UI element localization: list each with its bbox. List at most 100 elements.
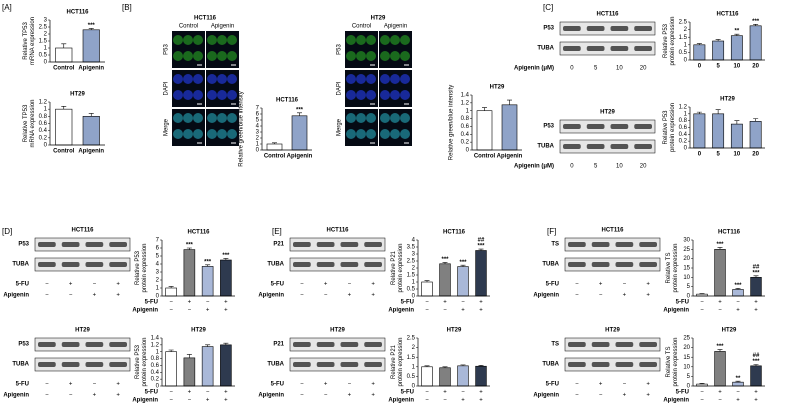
y-tick-label: 1 [684, 42, 688, 48]
y-tick-label: 5 [687, 284, 691, 290]
y-tick-label: 5 [256, 118, 260, 124]
cell [380, 90, 390, 100]
cell [183, 90, 193, 100]
error-bar [734, 120, 740, 125]
y-tick-label: 5 [156, 254, 160, 260]
error-bar [717, 247, 723, 250]
blot-row-label: TUBA [267, 262, 284, 268]
significance: *** [752, 359, 760, 365]
y-axis-label: Relative TS [666, 347, 672, 378]
blot-strip [564, 257, 661, 272]
treatment-mark: + [754, 398, 758, 404]
condition-mark: 5 [594, 164, 598, 170]
cell [356, 113, 366, 123]
condition-mark: − [45, 393, 49, 399]
cell [400, 51, 410, 61]
y-tick-label: 1.4 [461, 93, 470, 99]
condition-mark: + [93, 393, 97, 399]
condition-label: Apigenin [3, 293, 29, 299]
y-tick-label: 2 [684, 27, 688, 33]
y-tick-label: 2.5 [679, 20, 688, 26]
condition-mark: − [69, 393, 73, 399]
condition-mark: + [599, 382, 603, 388]
y-tick-label: 0 [687, 384, 691, 390]
y-tick-label: 1 [412, 364, 416, 370]
bar [457, 266, 469, 297]
blot-row-label: P21 [273, 242, 284, 248]
blot-title: HT29 [75, 328, 90, 334]
condition-mark: − [300, 282, 304, 288]
condition-label: 5-FU [271, 382, 284, 388]
blot-band [586, 144, 605, 149]
cell [390, 51, 400, 61]
blot-row-label: TUBA [537, 144, 554, 150]
treatment-mark: + [718, 390, 722, 396]
condition-mark: 0 [570, 164, 574, 170]
treatment-mark: − [443, 308, 447, 314]
y-tick-label: 10 [683, 364, 690, 370]
condition-label: Apigenin (μM) [514, 164, 554, 170]
bar [476, 110, 493, 151]
y-tick-label: 0.6 [39, 121, 48, 127]
condition-label: Apigenin (μM) [514, 66, 554, 72]
panel-label: [C] [543, 3, 553, 12]
bar [439, 263, 451, 297]
error-bar [223, 258, 229, 260]
y-tick-label: 1 [44, 46, 48, 52]
row-label: DAPI [164, 81, 170, 95]
cell [366, 113, 376, 123]
x-tick-label: 10 [734, 64, 741, 70]
condition-mark: + [324, 382, 328, 388]
condition-label: Apigenin [258, 393, 284, 399]
y-axis-label: protein expression [398, 243, 404, 292]
y-axis-label: Relative green/blue intensity [449, 85, 455, 160]
y-axis-label: Relative TP53 [23, 22, 29, 60]
treatment-mark: − [425, 390, 429, 396]
chart-title: HT29 [490, 85, 505, 91]
treatment-label: Apigenin [132, 398, 158, 404]
row-label: DAPI [337, 81, 343, 95]
blot-title: HT29 [330, 328, 345, 334]
cell [346, 74, 356, 84]
row-label: Merge [337, 118, 343, 136]
blot-band [85, 362, 104, 367]
y-axis-label: Relative TS [666, 253, 672, 284]
error-bar [717, 349, 723, 352]
condition-mark: + [348, 393, 352, 399]
cell [390, 129, 400, 139]
condition-mark: 5 [594, 66, 598, 72]
error-bar [735, 288, 741, 290]
bar [291, 115, 308, 151]
cell [400, 90, 410, 100]
y-tick-label: 20 [683, 345, 690, 351]
y-tick-label: 25 [683, 336, 690, 342]
cell [173, 129, 183, 139]
axis [692, 240, 765, 297]
blot-band [634, 144, 652, 149]
blot-band [591, 262, 610, 267]
treatment-mark: + [443, 300, 447, 306]
cell [193, 129, 203, 139]
y-tick-label: 1.2 [461, 100, 470, 106]
significance: *** [716, 242, 724, 248]
chart-title: HT29 [70, 92, 85, 98]
y-tick-label: 1.2 [679, 105, 688, 111]
blot-title: HT29 [605, 328, 620, 334]
condition-mark: − [45, 382, 49, 388]
cell [193, 51, 203, 61]
condition-label: 5-FU [16, 282, 29, 288]
blot-band [85, 342, 104, 347]
blot-band [610, 124, 629, 129]
y-tick-label: 2 [44, 32, 48, 38]
bar [183, 357, 196, 387]
treatment-mark: − [700, 308, 704, 314]
cell [380, 113, 390, 123]
condition-mark: − [324, 393, 328, 399]
blot-strip [559, 139, 656, 154]
cell [346, 35, 356, 45]
error-bar [715, 109, 721, 114]
axis [161, 338, 235, 387]
y-tick-label: 3 [44, 18, 48, 24]
micrograph-title: HCT116 [194, 16, 217, 22]
